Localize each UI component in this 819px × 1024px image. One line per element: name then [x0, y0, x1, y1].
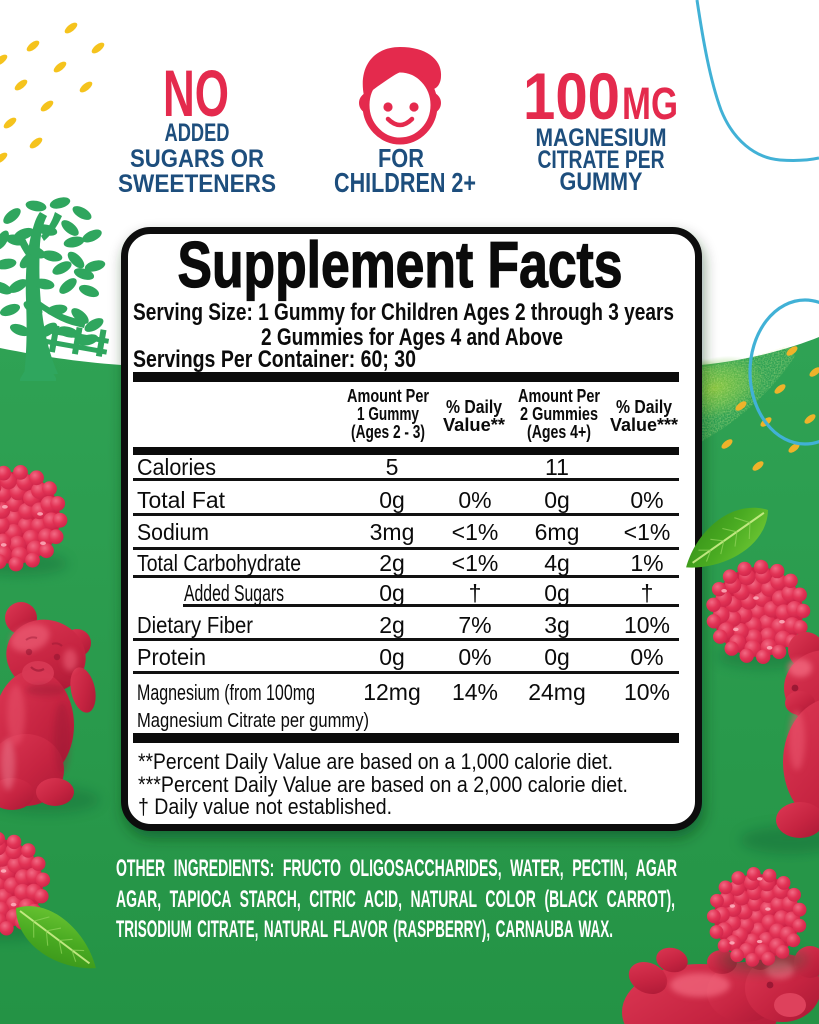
svg-text:TRISODIUM CITRATE, NATURAL FLA: TRISODIUM CITRATE, NATURAL FLAVOR (RASPB…: [116, 916, 613, 943]
svg-text:† Daily value not established.: † Daily value not established.: [138, 794, 392, 819]
svg-text:Magnesium (from 100mg: Magnesium (from 100mg: [137, 680, 315, 705]
svg-text:Dietary Fiber: Dietary Fiber: [137, 612, 253, 638]
svg-text:6mg: 6mg: [535, 519, 580, 545]
svg-text:MAGNESIUM: MAGNESIUM: [536, 124, 667, 152]
svg-text:<1%: <1%: [624, 519, 671, 545]
svg-text:2 Gummies: 2 Gummies: [520, 404, 598, 424]
svg-text:CHILDREN 2+: CHILDREN 2+: [334, 167, 476, 198]
svg-text:NO: NO: [163, 56, 229, 130]
svg-text:Calories: Calories: [137, 454, 216, 480]
svg-text:FOR: FOR: [378, 143, 424, 173]
svg-text:Serving Size: 1 Gummy for Chil: Serving Size: 1 Gummy for Children Ages …: [133, 299, 674, 326]
svg-text:4g: 4g: [544, 550, 570, 576]
svg-text:100: 100: [523, 59, 620, 133]
svg-text:Value***: Value***: [610, 415, 678, 435]
svg-text:Supplement Facts: Supplement Facts: [178, 228, 623, 301]
svg-text:AGAR, TAPIOCA STARCH, CITRIC A: AGAR, TAPIOCA STARCH, CITRIC ACID, NATUR…: [116, 886, 675, 913]
svg-text:2g: 2g: [379, 550, 405, 576]
svg-text:(Ages 2 - 3): (Ages 2 - 3): [351, 422, 425, 442]
svg-text:1%: 1%: [630, 550, 663, 576]
svg-text:10%: 10%: [624, 612, 670, 638]
svg-text:<1%: <1%: [452, 550, 499, 576]
svg-text:ADDED: ADDED: [165, 119, 230, 147]
svg-text:SWEETENERS: SWEETENERS: [118, 170, 276, 198]
svg-text:Sodium: Sodium: [137, 519, 209, 545]
svg-text:**Percent Daily Value are base: **Percent Daily Value are based on a 1,0…: [138, 749, 613, 774]
svg-text:0g: 0g: [544, 580, 570, 606]
svg-text:†: †: [469, 580, 482, 606]
svg-text:5: 5: [386, 454, 399, 480]
svg-text:Protein: Protein: [137, 644, 206, 670]
svg-text:Amount Per: Amount Per: [518, 386, 600, 406]
svg-text:0g: 0g: [379, 644, 405, 670]
svg-text:GUMMY: GUMMY: [560, 168, 643, 196]
svg-text:MG: MG: [622, 78, 678, 129]
svg-text:7%: 7%: [458, 612, 491, 638]
svg-text:3mg: 3mg: [370, 519, 415, 545]
svg-text:(Ages 4+): (Ages 4+): [527, 422, 591, 442]
svg-text:% Daily: % Daily: [446, 397, 502, 417]
svg-text:0g: 0g: [379, 580, 405, 606]
svg-text:Total Fat: Total Fat: [137, 487, 226, 513]
svg-text:Amount Per: Amount Per: [347, 386, 429, 406]
svg-text:0%: 0%: [630, 644, 663, 670]
svg-text:12mg: 12mg: [363, 679, 421, 705]
svg-text:14%: 14%: [452, 679, 498, 705]
svg-text:Magnesium Citrate per gummy): Magnesium Citrate per gummy): [137, 710, 369, 732]
svg-text:10%: 10%: [624, 679, 670, 705]
svg-text:Total Carbohydrate: Total Carbohydrate: [137, 550, 301, 576]
svg-text:2 Gummies for Ages 4 and Above: 2 Gummies for Ages 4 and Above: [261, 324, 563, 351]
svg-text:3g: 3g: [544, 612, 570, 638]
svg-text:SUGARS OR: SUGARS OR: [130, 145, 264, 173]
svg-text:0g: 0g: [544, 644, 570, 670]
svg-text:2g: 2g: [379, 612, 405, 638]
svg-text:% Daily: % Daily: [616, 397, 672, 417]
svg-text:OTHER INGREDIENTS: FRUCTO OLIG: OTHER INGREDIENTS: FRUCTO OLIGOSACCHARID…: [116, 855, 677, 882]
svg-text:<1%: <1%: [452, 519, 499, 545]
svg-text:CITRATE PER: CITRATE PER: [538, 146, 665, 174]
svg-text:Servings Per Container: 60; 30: Servings Per Container: 60; 30: [133, 346, 416, 373]
svg-text:24mg: 24mg: [528, 679, 586, 705]
svg-text:0%: 0%: [458, 644, 491, 670]
svg-text:1 Gummy: 1 Gummy: [357, 404, 419, 424]
svg-text:Value**: Value**: [443, 415, 505, 435]
svg-text:Added Sugars: Added Sugars: [184, 580, 284, 606]
svg-text:0g: 0g: [379, 487, 405, 513]
svg-text:0%: 0%: [458, 487, 491, 513]
svg-text:†: †: [641, 580, 654, 606]
svg-text:11: 11: [545, 454, 569, 480]
svg-text:0%: 0%: [630, 487, 663, 513]
svg-text:***Percent Daily Value are ba: ***Percent Daily Value are based on a 2,…: [138, 772, 628, 797]
svg-text:0g: 0g: [544, 487, 570, 513]
